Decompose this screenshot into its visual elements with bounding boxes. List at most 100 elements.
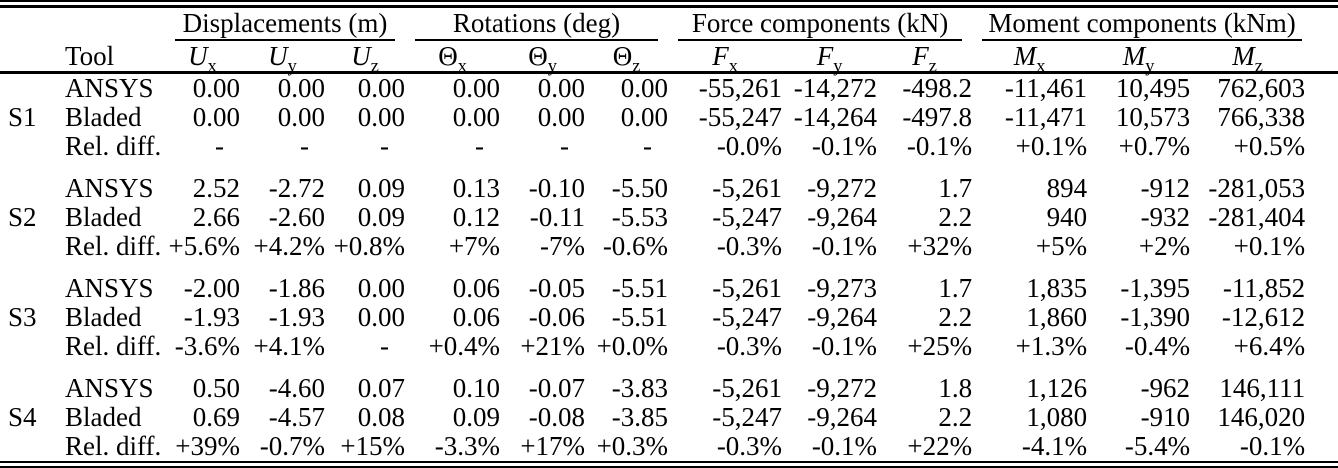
symbol-base: F	[912, 41, 929, 71]
value-cell: -0.1%	[811, 431, 878, 461]
value-cell: 0.00	[452, 73, 501, 103]
value-cell: -9,272	[807, 373, 878, 403]
value-cell: -9,264	[807, 302, 878, 332]
value-cell: -11,461	[1004, 73, 1088, 103]
value-cell: 0.00	[357, 102, 406, 132]
value-cell: -0.05	[528, 273, 586, 303]
symbol-subscript: x	[728, 55, 738, 76]
column-header-U-y: Uy	[240, 41, 325, 75]
value-cell: 0.00	[620, 73, 669, 103]
section-label: S1	[8, 102, 37, 132]
symbol-subscript: z	[370, 55, 379, 76]
value-cell: -12,612	[1221, 302, 1306, 332]
value-cell: -14,264	[793, 102, 878, 132]
value-cell: 1,080	[1026, 402, 1088, 432]
table-row-s2-1: Bladed 2.66 -2.60 0.09 0.12 -0.11 -5.53 -5,247-…	[0, 203, 1338, 232]
column-header-row: Tool Ux Uy Uz Θx Θy Θz Fx Fy Fz Mx My Mz	[0, 41, 1338, 76]
value-cell: -1.86	[268, 273, 325, 303]
value-cell: +21%	[520, 331, 586, 361]
value-cell: 0.06	[452, 302, 501, 332]
value-cell: -281,404	[1208, 202, 1306, 232]
value-cell: -55,261	[698, 73, 783, 103]
value-cell: 1.8	[938, 373, 973, 403]
value-cell: 0.00	[357, 73, 406, 103]
symbol-base: U	[188, 41, 208, 71]
value-cell: 0.09	[357, 202, 406, 232]
value-cell: 0.50	[192, 373, 240, 403]
value-cell: 0.07	[357, 373, 406, 403]
value-cell: -5,247	[712, 302, 783, 332]
value-cell: -498.2	[902, 73, 973, 103]
column-header-F-z: Fz	[877, 41, 973, 76]
value-cell: -5.53	[611, 202, 669, 232]
value-cell: -5.50	[611, 173, 669, 203]
value-cell: -14,272	[793, 73, 878, 103]
value-cell: -0.11	[529, 202, 586, 232]
value-cell: 2.2	[938, 202, 973, 232]
column-header-F-x: Fx	[668, 41, 783, 76]
value-cell: +0.5%	[1233, 131, 1306, 161]
value-cell: -0.1%	[811, 231, 878, 261]
tool-cell: Rel. diff.	[65, 331, 162, 361]
value-cell: 2.66	[192, 202, 240, 232]
value-cell: -5,261	[712, 273, 783, 303]
value-cell: -5,261	[712, 373, 783, 403]
symbol-base: F	[816, 41, 834, 71]
value-cell: -3.3%	[434, 431, 501, 461]
value-cell: -0.3%	[716, 231, 783, 261]
tool-column-header: Tool	[58, 41, 165, 74]
value-cell: +4.1%	[253, 331, 325, 361]
value-cell: +25%	[907, 331, 973, 361]
tool-cell: Bladed	[65, 402, 142, 432]
symbol-subscript: x	[207, 55, 217, 76]
value-cell: 0.08	[357, 402, 406, 432]
table-row-s3-0: S3 ANSYS -2.00 -1.86 0.00 0.06 -0.05 -5.51 -5,26…	[0, 261, 1338, 332]
value-cell: -281,053	[1208, 173, 1306, 203]
value-cell: 1.7	[938, 273, 973, 303]
table-body: S1 ANSYS 0.00 0.00 0.00 0.00 0.00 0.00 -55,261 -1…	[0, 73, 1338, 463]
symbol-base: U	[268, 41, 288, 71]
value-cell: 0.00	[277, 102, 325, 132]
value-cell: -	[560, 131, 570, 161]
value-cell: 2.2	[938, 402, 973, 432]
value-cell: -	[380, 131, 390, 161]
value-cell: -0.10	[528, 173, 586, 203]
group-header-force-components: Force components (kN)	[668, 7, 972, 41]
tool-cell: ANSYS	[65, 73, 154, 103]
table-row-s1-1: Bladed 0.00 0.00 0.00 0.00 0.00 0.00 -55,247 -14…	[0, 103, 1338, 132]
value-cell: 0.10	[452, 373, 501, 403]
value-cell: +39%	[175, 431, 240, 461]
value-cell: -0.07	[528, 373, 586, 403]
table-row-s4-1: Bladed 0.69 -4.57 0.08 0.09 -0.08 -3.85 -5,247-…	[0, 403, 1338, 432]
value-cell: -0.08	[528, 402, 586, 432]
value-cell: -55,247	[698, 102, 783, 132]
value-cell: 894	[1046, 173, 1088, 203]
table-row-s1-2: Rel. diff. - - - - - - -0.0% -0.1% -0.1% +0.1% +0.7…	[0, 132, 1338, 161]
value-cell: +2%	[1138, 231, 1191, 261]
value-cell: -9,264	[807, 402, 878, 432]
value-cell: -9,272	[807, 173, 878, 203]
symbol-base: M	[1013, 41, 1037, 71]
symbol-subscript: y	[1145, 55, 1155, 76]
column-header-theta-z: Θz	[585, 41, 669, 75]
group-header-displacements: Displacements (m)	[165, 7, 405, 41]
value-cell: 0.09	[452, 402, 501, 432]
value-cell: -9,264	[807, 202, 878, 232]
symbol-base: M	[1122, 41, 1146, 71]
value-cell: 0.00	[452, 102, 501, 132]
symbol-base: Θ	[438, 41, 458, 71]
column-header-F-y: Fy	[782, 41, 878, 76]
table-row-s4-2: Rel. diff. +39% -0.7% +15% -3.3% +17% +0.3% -0.…	[0, 432, 1338, 462]
value-cell: -0.3%	[716, 331, 783, 361]
value-cell: -0.1%	[906, 131, 973, 161]
value-cell: -0.4%	[1124, 331, 1191, 361]
value-cell: -0.1%	[811, 331, 878, 361]
symbol-subscript: z	[928, 55, 937, 76]
symbol-subscript: y	[833, 55, 843, 76]
table-row-s2-2: Rel. diff. +5.6% +4.2% +0.8% +7% -7% -0.6% -0.3…	[0, 232, 1338, 261]
table-row-s3-2: Rel. diff. -3.6% +4.1% - +0.4% +21% +0.0% -0.3%…	[0, 332, 1338, 361]
symbol-subscript: y	[547, 55, 557, 76]
value-cell: +0.3%	[596, 431, 669, 461]
value-cell: +0.8%	[333, 231, 406, 261]
section-label: S2	[8, 202, 37, 232]
